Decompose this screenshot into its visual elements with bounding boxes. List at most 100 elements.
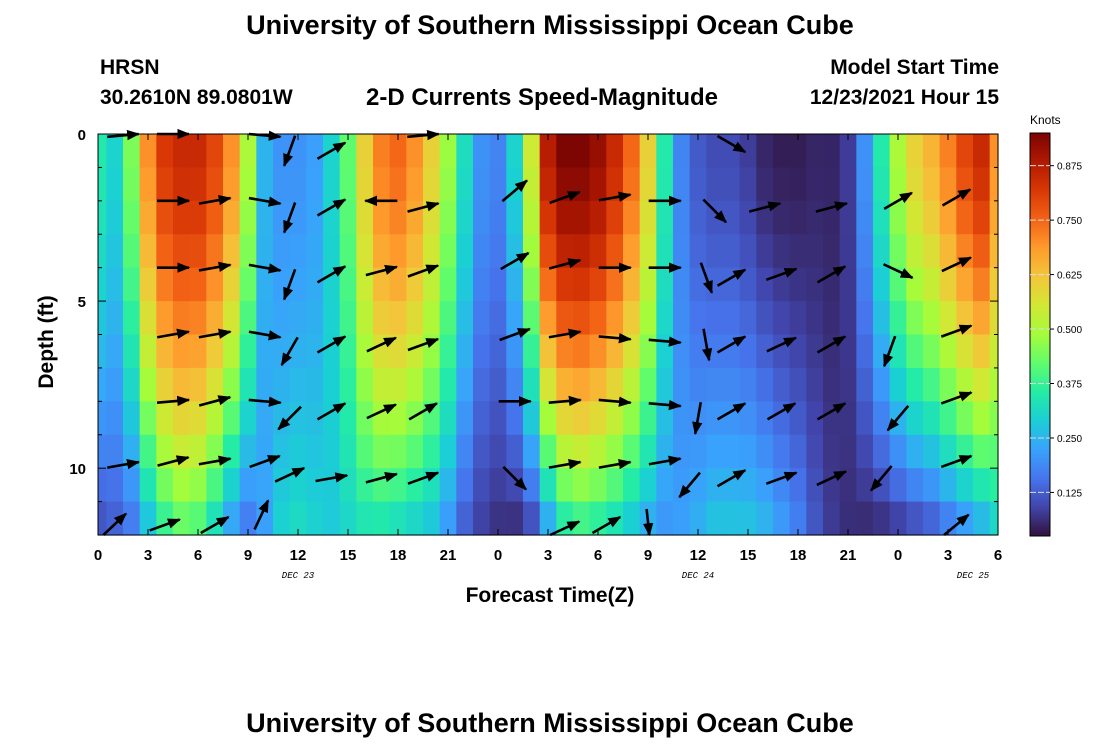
current-vector-arrow: [365, 264, 399, 277]
heatmap-cell: [439, 468, 457, 503]
heatmap-cell: [139, 501, 157, 536]
heatmap-cell: [656, 267, 674, 302]
heatmap-cell: [106, 301, 124, 336]
heatmap-cell: [123, 501, 141, 536]
heatmap-cell: [223, 234, 241, 269]
heatmap-cell: [223, 434, 241, 469]
heatmap-cell: [523, 301, 541, 336]
heatmap-cell: [339, 167, 357, 202]
heatmap-cell: [106, 134, 124, 169]
heatmap-cell: [873, 200, 891, 235]
heatmap-cell: [339, 468, 357, 503]
heatmap-cell: [239, 200, 257, 235]
heatmap-cell: [373, 401, 391, 436]
current-vector-arrow: [692, 402, 703, 436]
heatmap-cell: [223, 367, 241, 402]
heatmap-cell: [439, 267, 457, 302]
heatmap-cell: [339, 501, 357, 536]
current-vector-arrow: [248, 263, 282, 274]
heatmap-cell: [773, 234, 791, 269]
heatmap-cell: [723, 167, 741, 202]
heatmap-cell: [456, 501, 474, 536]
heatmap-cell: [823, 167, 841, 202]
heatmap-cell: [523, 434, 541, 469]
heatmap-cell: [489, 234, 507, 269]
heatmap-cell: [589, 200, 607, 235]
y-axis-label: Depth (ft): [35, 295, 58, 389]
heatmap-cell: [673, 301, 691, 336]
heatmap-cell: [439, 334, 457, 369]
heatmap-cell: [473, 367, 491, 402]
model-start-time: 12/23/2021 Hour 15: [809, 86, 999, 109]
heatmap-cell: [189, 267, 207, 302]
current-vector-arrow: [598, 333, 632, 344]
heatmap-cell: [873, 367, 891, 402]
heatmap-cell: [239, 234, 257, 269]
heatmap-cell: [156, 134, 174, 169]
heatmap-cell: [456, 134, 474, 169]
heatmap-cell: [356, 501, 374, 536]
heatmap-cell: [806, 267, 824, 302]
heatmap-cell: [389, 468, 407, 503]
heatmap-cell: [889, 200, 907, 235]
heatmap-cell: [723, 134, 741, 169]
heatmap-cell: [656, 501, 674, 536]
current-vector-arrow: [149, 518, 181, 532]
heatmap-cell: [223, 134, 241, 169]
heatmap-cell: [973, 367, 991, 402]
heatmap-cell: [839, 267, 857, 302]
heatmap-cell: [606, 134, 624, 169]
heatmap-cell: [406, 167, 424, 202]
heatmap-cell: [639, 234, 657, 269]
heatmap-cell: [923, 434, 941, 469]
heatmap-cell: [523, 200, 541, 235]
heatmap-cell: [373, 167, 391, 202]
current-vector-arrow: [678, 471, 701, 499]
current-vector-arrow: [716, 134, 747, 154]
heatmap-cell: [239, 401, 257, 436]
heatmap-cell: [973, 134, 991, 169]
heatmap-cell: [639, 334, 657, 369]
heatmap-cell: [406, 367, 424, 402]
heatmap-cell: [589, 134, 607, 169]
heatmap-cell: [439, 301, 457, 336]
heatmap-cell: [406, 434, 424, 469]
heatmap-cell: [539, 301, 557, 336]
heatmap-cell: [123, 234, 141, 269]
heatmap-cell: [923, 468, 941, 503]
heatmap-cell: [723, 200, 741, 235]
current-vector-arrow: [940, 391, 973, 405]
x-tick-label: 6: [994, 547, 1002, 564]
heatmap-cell: [789, 367, 807, 402]
heatmap-cell: [923, 401, 941, 436]
heatmap-cell: [189, 234, 207, 269]
heatmap-cell: [456, 401, 474, 436]
date-label: DEC 23: [282, 571, 315, 581]
heatmap-cell: [789, 234, 807, 269]
heatmap-cell: [756, 301, 774, 336]
heatmap-cell: [106, 468, 124, 503]
heatmap-cell: [789, 501, 807, 536]
heatmap-cell: [823, 501, 841, 536]
heatmap-cell: [773, 167, 791, 202]
heatmap-cell: [373, 134, 391, 169]
heatmap-cell: [189, 334, 207, 369]
heatmap-cell: [456, 267, 474, 302]
heatmap-cell: [139, 301, 157, 336]
heatmap-cell: [389, 167, 407, 202]
heatmap-cell: [556, 200, 574, 235]
heatmap-cell: [323, 167, 341, 202]
heatmap-cell: [306, 234, 324, 269]
heatmap-cell: [139, 134, 157, 169]
current-vector-arrow: [549, 190, 581, 205]
heatmap-cell: [973, 267, 991, 302]
heatmap-cell: [673, 334, 691, 369]
heatmap-cell: [956, 401, 974, 436]
colorbar-tick-label: 0.500: [1057, 325, 1082, 336]
heatmap-cell: [756, 401, 774, 436]
current-vector-arrow: [198, 194, 232, 206]
current-vector-arrow: [882, 335, 897, 368]
heatmap-cell: [873, 401, 891, 436]
heatmap-cell: [623, 267, 641, 302]
heatmap-cell: [706, 434, 724, 469]
